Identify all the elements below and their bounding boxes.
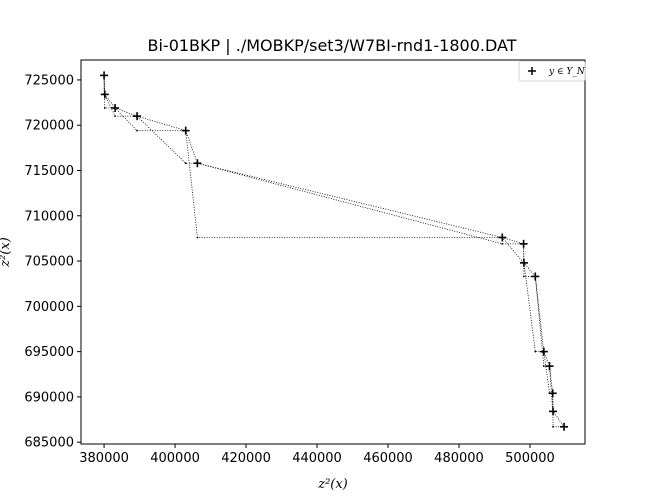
staircase-corner-dot [103, 107, 106, 109]
data-point-marker [519, 239, 528, 248]
y-axis-label: z²(x) [0, 237, 13, 268]
y-tick-label: 715000 [24, 164, 74, 179]
data-point-marker [100, 90, 109, 99]
staircase-corner-dot [523, 275, 525, 278]
y-tick-label: 695000 [24, 345, 74, 360]
y-tick-label: 700000 [24, 300, 74, 315]
staircase-corner-dot [114, 115, 116, 118]
x-axis-label: z²(x) [317, 477, 348, 492]
data-point-marker [100, 71, 109, 80]
legend-box [518, 60, 586, 82]
chart-title: Bi-01BKP | ./MOBKP/set3/W7BI-rnd1-1800.D… [148, 36, 517, 55]
y-tick-label: 710000 [24, 209, 74, 224]
y-tick-label: 725000 [24, 73, 74, 88]
legend-marker-plus [528, 67, 536, 75]
data-point-marker [498, 233, 507, 242]
x-tick-label: 420000 [221, 451, 271, 466]
data-point-marker [560, 422, 569, 431]
staircase-corner-dot [196, 236, 199, 239]
staircase-corner-dot [552, 425, 554, 428]
staircase-corner-dot [501, 242, 504, 245]
data-point-marker [531, 272, 540, 281]
x-tick-label: 460000 [363, 451, 413, 466]
x-tick-label: 500000 [505, 451, 555, 466]
data-point-marker [548, 389, 557, 398]
axes-frame [80, 59, 586, 445]
staircase-corner-dot [136, 129, 138, 132]
x-tick-label: 480000 [434, 451, 484, 466]
plot-area [100, 71, 569, 431]
staircase-corner-dot [542, 365, 545, 368]
y-axis: 685000 690000 695000 700000 705000 710000 7150… [24, 73, 81, 451]
data-point-marker [519, 258, 528, 267]
y-tick-label: 690000 [24, 390, 74, 405]
x-tick-label: 380000 [79, 451, 129, 466]
data-point-marker [181, 126, 190, 135]
x-tick-label: 440000 [292, 451, 342, 466]
staircase-corner-dot [184, 162, 187, 165]
data-point-marker [545, 362, 554, 371]
y-tick-label: 705000 [24, 255, 74, 270]
x-tick-label: 400000 [150, 451, 200, 466]
data-point-marker [193, 159, 202, 168]
data-point-marker [549, 407, 558, 416]
data-point-marker [111, 104, 120, 112]
legend-label: y ∈ Y_N [548, 67, 586, 77]
data-point-marker [133, 112, 142, 121]
data-point-marker [539, 347, 548, 356]
y-tick-label: 720000 [24, 119, 74, 134]
x-axis: 380000 400000 420000 440000 460000 480000 5000… [79, 444, 555, 466]
y-tick-label: 685000 [24, 436, 74, 451]
staircase-corner-dot [534, 350, 537, 353]
legend: y ∈ Y_N [518, 60, 586, 82]
